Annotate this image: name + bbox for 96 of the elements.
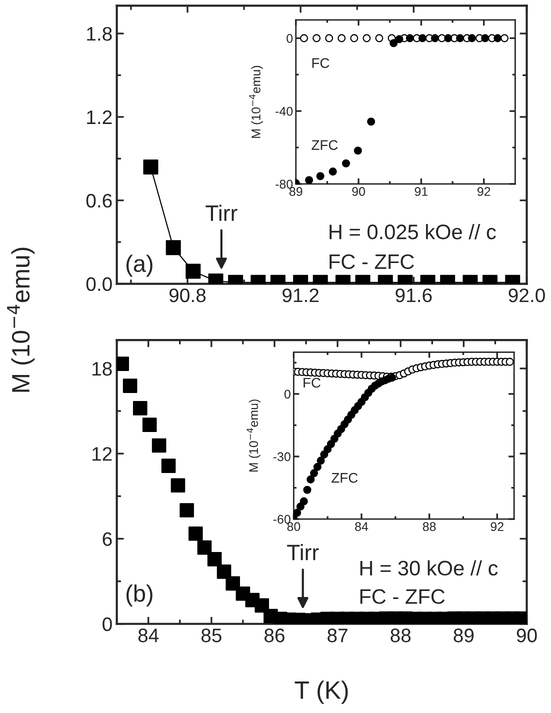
y-tick-label: 0.6 bbox=[86, 194, 112, 208]
x-tick-label: 88 bbox=[422, 522, 436, 532]
point bbox=[444, 34, 452, 42]
point bbox=[468, 34, 476, 42]
series-label: ZFC bbox=[312, 140, 338, 150]
x-tick-label: 89 bbox=[289, 187, 302, 196]
point bbox=[170, 478, 186, 493]
point bbox=[197, 540, 212, 555]
point bbox=[300, 497, 308, 506]
point bbox=[180, 503, 194, 518]
point bbox=[390, 39, 398, 48]
y-tick-label: -80 bbox=[276, 180, 293, 189]
point bbox=[481, 34, 490, 42]
point bbox=[316, 172, 324, 180]
annotation: Tirr bbox=[287, 544, 319, 560]
y-tick-label: -60 bbox=[273, 514, 290, 524]
point bbox=[132, 401, 148, 416]
point bbox=[207, 552, 222, 566]
point bbox=[406, 34, 414, 42]
x-tick-label: 87 bbox=[328, 628, 348, 642]
point bbox=[506, 358, 514, 366]
point bbox=[316, 456, 325, 465]
point bbox=[338, 34, 346, 42]
point bbox=[152, 438, 166, 453]
y-tick-label: 1.2 bbox=[87, 110, 112, 124]
x-axis-title: T (K) bbox=[294, 680, 348, 704]
y-tick-label: -30 bbox=[273, 452, 290, 462]
y-tick-label: 0 bbox=[284, 390, 290, 399]
point bbox=[354, 146, 362, 155]
annotation: (b) bbox=[126, 584, 152, 606]
point bbox=[367, 118, 376, 126]
point bbox=[294, 508, 302, 517]
point bbox=[306, 475, 315, 484]
point bbox=[418, 34, 426, 42]
point bbox=[254, 598, 270, 613]
point bbox=[395, 35, 404, 44]
y-tick-label: 18 bbox=[92, 362, 112, 376]
point bbox=[325, 34, 334, 42]
x-tick-label: 80 bbox=[287, 522, 300, 532]
x-tick-label: 92 bbox=[477, 187, 490, 196]
point bbox=[456, 34, 464, 42]
x-tick-label: 88 bbox=[390, 628, 411, 642]
point bbox=[296, 502, 304, 511]
point bbox=[500, 34, 509, 42]
point bbox=[350, 34, 358, 42]
annotation: Tirr bbox=[206, 204, 238, 221]
point bbox=[430, 34, 440, 42]
x-tick-label: 92 bbox=[490, 522, 504, 532]
point bbox=[122, 378, 138, 393]
series-label: FC bbox=[304, 378, 320, 388]
x-tick-label: 90 bbox=[352, 187, 366, 196]
y-axis-title: M (10$^{−4}$emu) bbox=[7, 248, 35, 392]
annotation: (a) bbox=[126, 254, 152, 277]
x-tick-label: 85 bbox=[201, 628, 222, 642]
point bbox=[312, 34, 321, 42]
point bbox=[326, 440, 336, 448]
x-tick-label: 91 bbox=[414, 187, 428, 196]
point bbox=[305, 176, 314, 184]
annotation: FC - ZFC bbox=[360, 589, 445, 604]
y-tick-label: 0 bbox=[102, 617, 112, 632]
x-tick-label: 90 bbox=[516, 628, 537, 642]
point bbox=[216, 564, 232, 579]
annotation: H = 30 kOe // c bbox=[360, 560, 498, 576]
point bbox=[142, 418, 157, 432]
annotation: FC - ZFC bbox=[330, 254, 414, 270]
x-tick-label: 86 bbox=[264, 628, 284, 642]
y-tick-label: 6 bbox=[102, 532, 112, 546]
annotation: H = 0.025 kOe // c bbox=[330, 224, 496, 240]
x-tick-label: 91.2 bbox=[282, 288, 319, 302]
x-tick-label: 91.6 bbox=[396, 288, 432, 302]
point bbox=[328, 168, 337, 176]
x-tick-label: 89 bbox=[454, 628, 474, 642]
series-label: ZFC bbox=[332, 472, 358, 483]
point bbox=[375, 34, 384, 42]
x-tick-label: 84 bbox=[138, 628, 159, 642]
series-label: FC bbox=[312, 58, 330, 68]
point bbox=[494, 34, 502, 42]
x-tick-label: 84 bbox=[355, 522, 368, 532]
point bbox=[313, 462, 322, 471]
point bbox=[188, 526, 203, 541]
y-tick-label: -40 bbox=[276, 106, 293, 116]
point bbox=[342, 159, 350, 168]
point bbox=[226, 576, 240, 591]
point bbox=[362, 34, 371, 42]
x-tick-label: 90.8 bbox=[169, 288, 206, 302]
y-tick-label: 0.0 bbox=[86, 277, 112, 292]
y-tick-label: 0 bbox=[286, 34, 293, 43]
point bbox=[303, 486, 312, 494]
point bbox=[161, 458, 176, 473]
y-tick-label: 12 bbox=[92, 447, 112, 461]
y-tick-label: 1.8 bbox=[87, 26, 112, 41]
point bbox=[310, 469, 318, 478]
point bbox=[300, 34, 308, 42]
y-axis-title: M (10$^{−4}$emu) bbox=[249, 66, 263, 138]
x-tick-label: 92.0 bbox=[508, 288, 545, 302]
y-axis-title: M (10$^{−4}$emu) bbox=[246, 400, 260, 472]
